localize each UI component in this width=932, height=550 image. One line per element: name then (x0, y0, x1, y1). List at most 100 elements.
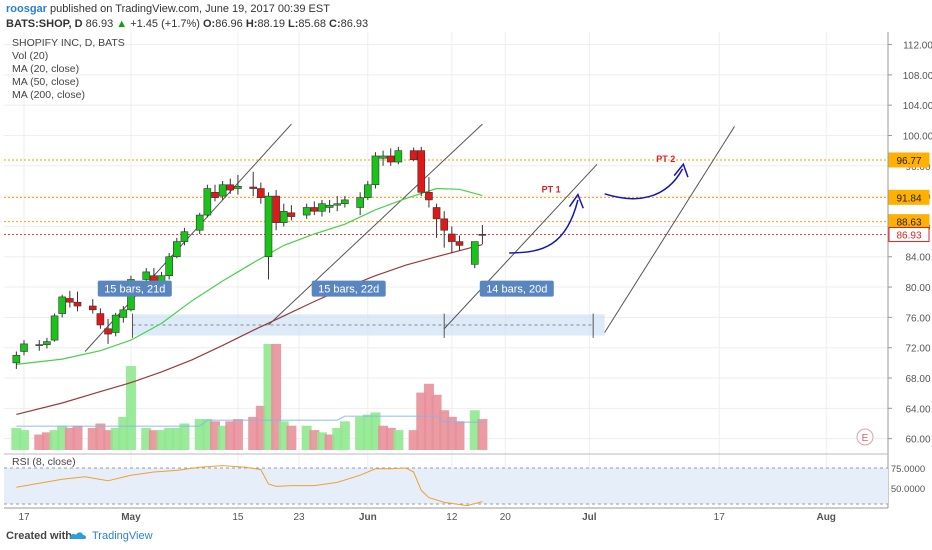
candle-body (211, 192, 219, 198)
bar-count-label: 14 bars, 20d (479, 280, 554, 297)
tradingview-brand[interactable]: TradingView (92, 530, 153, 542)
volume-bar (362, 414, 373, 450)
candle-body (455, 241, 464, 246)
candle-body (417, 150, 426, 193)
volume-bar (34, 434, 45, 450)
ma50-line (16, 244, 483, 415)
price-axis-label: 60.00 (905, 435, 930, 446)
bar-count-label: 15 bars, 22d (311, 280, 386, 297)
volume-bar (278, 421, 289, 450)
volume-bar (103, 430, 114, 450)
bar-count-label: 15 bars, 21d (97, 280, 172, 297)
rsi-band (4, 468, 888, 504)
time-axis-label: 20 (500, 512, 512, 522)
volume-bar (393, 430, 404, 450)
time-axis-label: 23 (293, 512, 305, 522)
time-axis-label: Aug (816, 512, 835, 522)
bar-count-label-text: 14 bars, 20d (486, 284, 547, 296)
candle-body (325, 204, 334, 208)
tradingview-logo-icon (70, 532, 87, 539)
level-price-tag-text: 86.93 (896, 231, 921, 242)
earnings-icon-label: E (862, 433, 869, 444)
price-pane (4, 32, 888, 450)
volume-bar (339, 421, 350, 450)
candle-body (394, 150, 403, 163)
price-chart[interactable]: 15 bars, 21d 15 bars, 22d 14 bars, 20d PT 1… (0, 32, 932, 522)
indicator-legend-item: MA (50, close) (12, 76, 79, 88)
volume-bar (316, 432, 327, 450)
volume-bar (95, 423, 106, 450)
candle-body (409, 150, 418, 161)
rsi-legend: RSI (8, close) (12, 456, 76, 468)
volume-bar (217, 425, 228, 450)
channel-line (443, 163, 598, 330)
triangle-up-icon: ▲ (116, 18, 128, 30)
created-with-label: Created with (6, 530, 73, 542)
candle-body (12, 354, 21, 364)
candle-body (73, 301, 82, 307)
volume-bar (11, 427, 22, 450)
rsi-axis-label: 75.0000 (891, 464, 925, 475)
candle-body (180, 231, 189, 242)
price-axis-label: 108.00 (903, 71, 932, 82)
volume-bar (118, 416, 129, 450)
channel-line (84, 123, 292, 352)
low-value: 85.68 (298, 18, 326, 30)
candle-body (356, 197, 364, 208)
candle-body (35, 344, 44, 346)
open-label: O: (203, 18, 216, 30)
volume-bar (301, 425, 312, 450)
earnings-icon (856, 428, 874, 446)
volume-bar (378, 425, 389, 450)
volume-bar (148, 430, 159, 450)
channel-line (604, 126, 735, 333)
ohlc-line: BATS:SHOP, D 86.93 ▲ +1.45 (+1.7%) O:86.… (6, 18, 368, 30)
candle-body (386, 155, 395, 163)
volume-bar (125, 366, 136, 450)
candle-body (363, 184, 372, 198)
price-axis-label: 72.00 (905, 344, 930, 355)
bar-count-label-bg (479, 280, 554, 297)
publisher-name[interactable]: roosgar (6, 3, 47, 15)
volume-bar (225, 421, 236, 450)
indicator-legend-item: MA (200, close) (12, 89, 85, 101)
volume-bar (423, 383, 434, 450)
price-axis-label: 68.00 (905, 374, 930, 385)
footer: Created with TradingView (0, 522, 932, 550)
price-axis-label: 84.00 (905, 253, 930, 264)
candle-body (88, 305, 97, 311)
candle-body (257, 188, 265, 198)
volume-bar (57, 425, 68, 450)
volume-bar (469, 410, 480, 450)
price-target-label: PT 2 (656, 154, 675, 164)
candle-body (302, 207, 311, 216)
volume-bar (255, 405, 266, 450)
volume-bar (439, 410, 450, 450)
candle-body (379, 155, 387, 159)
projection-arrow-2 (604, 168, 684, 200)
level-price-tag-text: 96.77 (896, 156, 921, 167)
volume-bar (309, 430, 320, 450)
candle-body (43, 341, 51, 345)
rsi-line (16, 465, 483, 507)
candle-body (425, 192, 433, 201)
chart-header: roosgar published on TradingView.com, Ju… (0, 0, 932, 34)
volume-bar (171, 427, 182, 450)
time-axis-label: 17 (714, 512, 726, 522)
candle-body (264, 195, 273, 258)
volume-bar (286, 425, 297, 450)
volume-bar (72, 425, 83, 450)
candle-body (165, 256, 173, 276)
candle-body (310, 207, 319, 212)
price-axis-label: 80.00 (905, 283, 930, 294)
candle-body (318, 203, 326, 212)
projection-arrow-1 (509, 199, 579, 254)
candle-body (218, 184, 227, 197)
volume-bar (19, 430, 29, 450)
volume-bar (332, 427, 343, 450)
price-axis-label: 104.00 (903, 101, 932, 112)
price-axis-label: 76.00 (905, 313, 930, 324)
arrowhead-icon (568, 193, 584, 209)
volume-bar (431, 394, 442, 450)
symbol-label: BATS:SHOP, D (6, 18, 83, 30)
